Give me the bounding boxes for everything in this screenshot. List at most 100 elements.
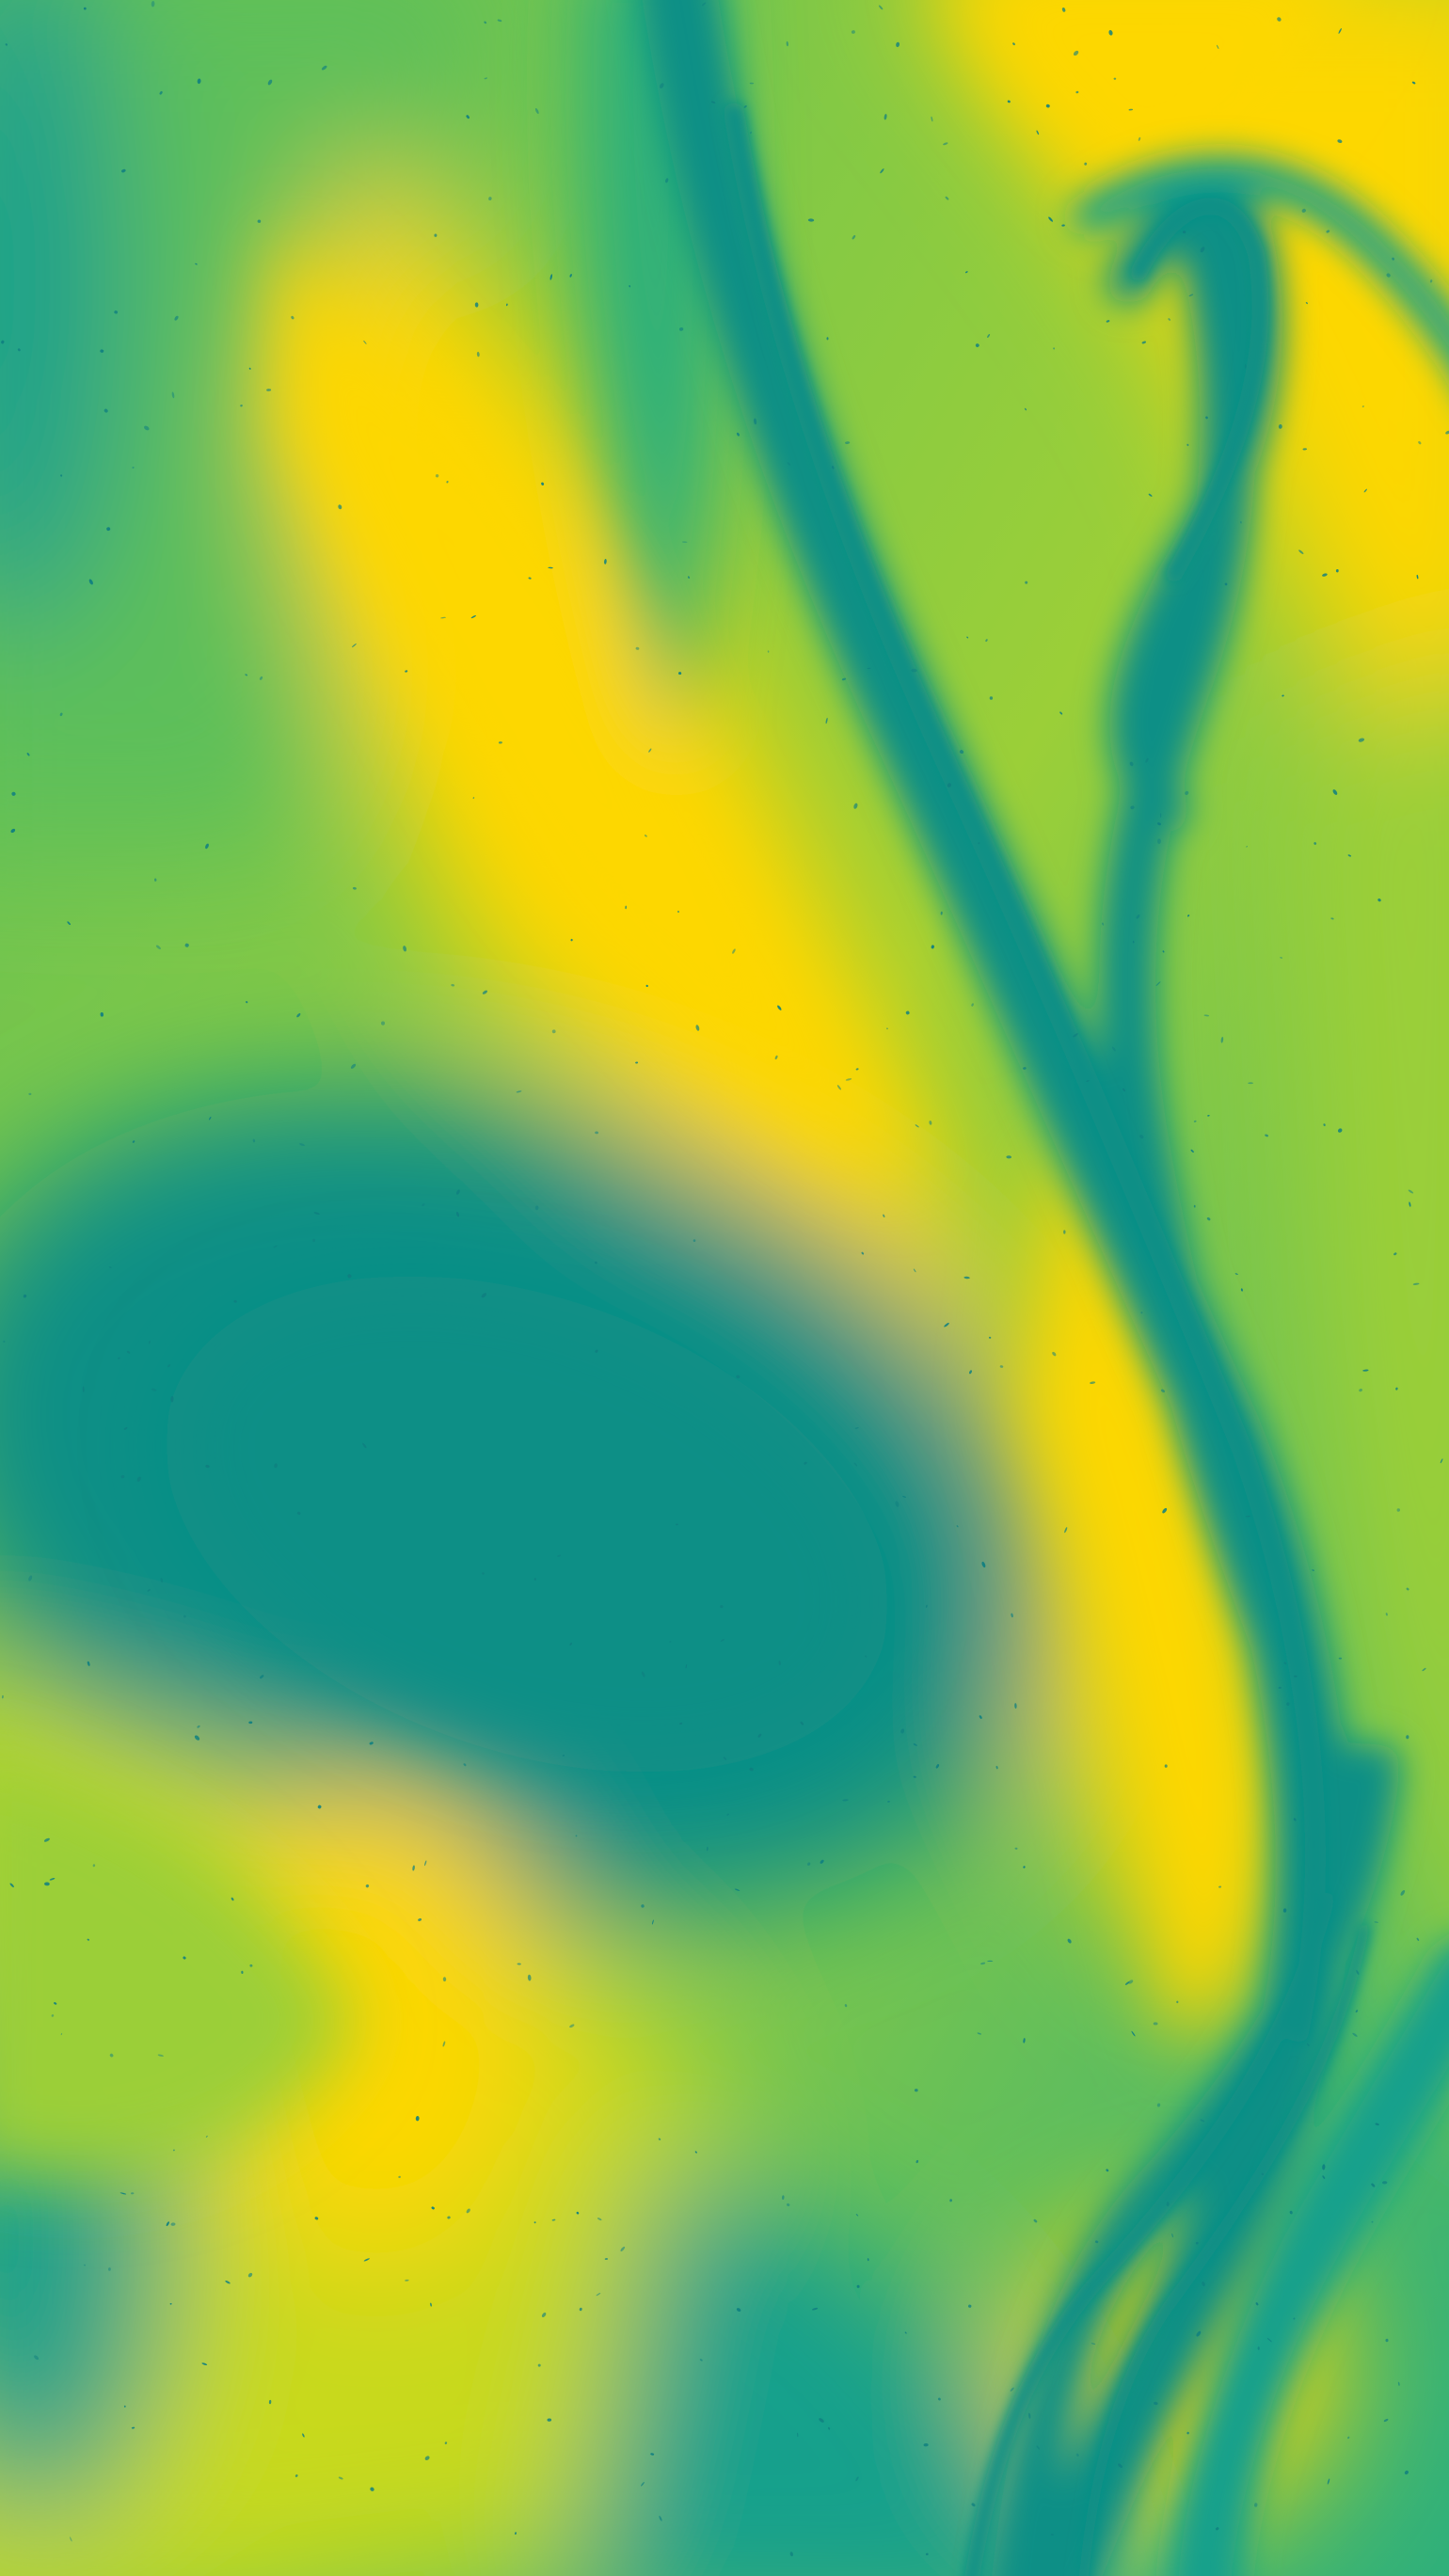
speck (1176, 2000, 1179, 2004)
speck (5, 43, 8, 46)
speck (28, 1575, 33, 1582)
speck (252, 1138, 256, 1143)
speck (466, 2208, 470, 2214)
speck (855, 2476, 859, 2482)
speck (1408, 1189, 1414, 1194)
speck (1358, 738, 1365, 742)
speck (569, 2024, 575, 2028)
speck (1164, 1764, 1168, 1768)
speck (1028, 2412, 1031, 2419)
speck (1337, 1128, 1343, 1133)
speck (1160, 1389, 1166, 1392)
speck (1111, 1046, 1116, 1052)
speck (1075, 2453, 1079, 2457)
speck (1128, 1980, 1134, 1984)
speck (28, 1092, 32, 1096)
speck (1154, 2401, 1158, 2406)
speck (1130, 805, 1135, 810)
speck (484, 21, 487, 24)
speck (969, 1370, 972, 1375)
speck (800, 1721, 804, 1725)
speck (1091, 2343, 1096, 2345)
speck (659, 2515, 662, 2521)
speck (431, 2206, 435, 2210)
speck (1048, 216, 1054, 222)
speck (902, 1495, 907, 1498)
speck (1153, 2022, 1158, 2026)
speck (778, 1661, 781, 1665)
speck (1007, 100, 1011, 103)
speck (155, 945, 161, 950)
speck (913, 1775, 916, 1778)
speck (1182, 231, 1186, 234)
speck (569, 274, 572, 278)
speck (884, 114, 887, 120)
speck (424, 1860, 427, 1867)
speck (845, 1078, 852, 1081)
speck (147, 1589, 151, 1592)
speck (1061, 224, 1065, 227)
speck (947, 783, 952, 787)
speck (1429, 279, 1433, 283)
speck (1244, 364, 1247, 369)
speck (1335, 569, 1339, 573)
speck (820, 1859, 824, 1864)
speck (867, 667, 871, 670)
speck (1138, 136, 1141, 141)
speck (842, 1799, 849, 1802)
speck (1205, 416, 1208, 420)
speck (1203, 1014, 1210, 1017)
speck (604, 2257, 609, 2261)
speck (935, 1764, 940, 1769)
speck (985, 639, 988, 643)
speck (247, 2272, 253, 2278)
region-left-teal-top (0, 0, 122, 640)
speck (852, 234, 856, 240)
speck (1145, 757, 1149, 763)
speck (225, 2280, 231, 2284)
speck (1200, 2119, 1205, 2123)
speck (620, 2246, 626, 2251)
speck (645, 835, 647, 837)
speck (856, 2284, 860, 2288)
speck (595, 1261, 597, 1264)
speck (825, 717, 828, 724)
speck (595, 1349, 598, 1353)
speck (826, 337, 829, 341)
speck (240, 405, 243, 407)
speck (855, 2214, 859, 2217)
speck (451, 983, 455, 987)
speck (551, 2218, 556, 2221)
speck (989, 696, 994, 700)
speck (241, 1970, 244, 1974)
speck (569, 1642, 572, 1646)
speck (1024, 407, 1027, 411)
speck (904, 2331, 907, 2334)
speck (370, 2487, 374, 2491)
speck (126, 1350, 131, 1354)
speck (92, 1864, 96, 1868)
speck (832, 466, 835, 469)
speck (949, 2199, 952, 2202)
speck (968, 2304, 972, 2308)
speck (978, 842, 980, 845)
speck (1265, 1134, 1268, 1137)
speck (736, 2308, 741, 2313)
speck (151, 1, 155, 8)
speck (132, 1140, 135, 1143)
speck (170, 2222, 176, 2226)
speck (1375, 2123, 1379, 2126)
speck (352, 886, 357, 890)
speck (1156, 838, 1161, 844)
speck (925, 1604, 928, 1608)
speck (1440, 1458, 1443, 1464)
speck (916, 2159, 919, 2164)
speck (34, 2355, 40, 2361)
speck (1322, 573, 1328, 577)
speck (1257, 2346, 1260, 2350)
speck (749, 82, 755, 85)
speck (804, 1461, 807, 1465)
speck (1218, 1885, 1221, 1888)
speck (1023, 1067, 1027, 1070)
